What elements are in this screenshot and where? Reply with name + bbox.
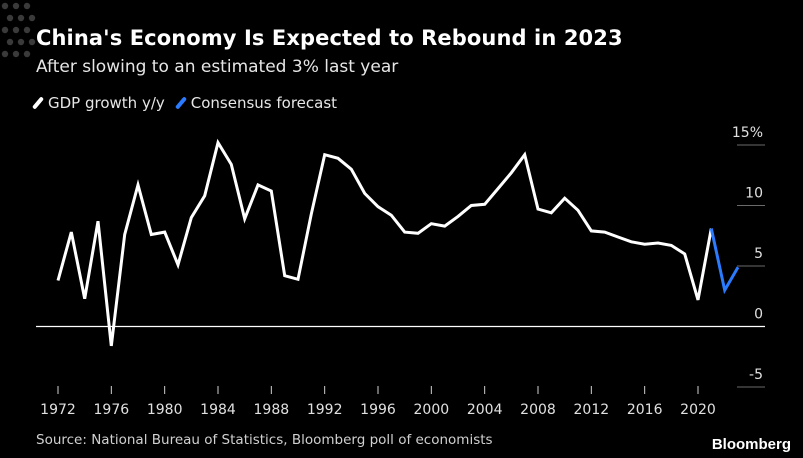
decorative-dot bbox=[6, 14, 14, 22]
x-tick-label-2016: 2016 bbox=[627, 402, 663, 418]
series-line-gdp-growth bbox=[56, 138, 713, 347]
x-tick-label-2004: 2004 bbox=[467, 402, 503, 418]
chart-title: China's Economy Is Expected to Rebound i… bbox=[36, 26, 623, 50]
decorative-dot bbox=[17, 38, 25, 46]
decorative-dot bbox=[6, 38, 14, 46]
decorative-dot bbox=[23, 26, 31, 34]
legend-item-forecast: Consensus forecast bbox=[174, 94, 338, 112]
decorative-dot bbox=[23, 2, 31, 10]
source-note: Source: National Bureau of Statistics, B… bbox=[36, 432, 493, 448]
decorative-dot bbox=[1, 26, 9, 34]
decorative-dot bbox=[23, 50, 31, 58]
decorative-dot bbox=[12, 50, 20, 58]
decorative-dot bbox=[28, 38, 36, 46]
y-tick-label--5: -5 bbox=[749, 367, 763, 383]
decorative-dot-pattern bbox=[1, 2, 36, 58]
decorative-dot bbox=[17, 14, 25, 22]
x-tick-label-1980: 1980 bbox=[147, 402, 183, 418]
legend-item-gdp: GDP growth y/y bbox=[31, 94, 165, 112]
x-tick-label-1992: 1992 bbox=[307, 402, 343, 418]
x-tick-label-1972: 1972 bbox=[40, 402, 76, 418]
legend-label-gdp: GDP growth y/y bbox=[48, 94, 165, 112]
x-tick-label-2012: 2012 bbox=[574, 402, 610, 418]
decorative-dot bbox=[1, 50, 9, 58]
decorative-dot bbox=[1, 2, 9, 10]
decorative-dot bbox=[12, 26, 20, 34]
y-tick-label-0: 0 bbox=[754, 307, 763, 323]
x-tick-label-2020: 2020 bbox=[680, 402, 716, 418]
x-tick-label-1984: 1984 bbox=[200, 402, 236, 418]
y-tick-label-5: 5 bbox=[754, 246, 763, 262]
decorative-dot bbox=[28, 14, 36, 22]
legend-label-forecast: Consensus forecast bbox=[190, 94, 338, 112]
decorative-dot bbox=[12, 2, 20, 10]
series-line-consensus-forecast bbox=[709, 228, 740, 295]
chart-subtitle: After slowing to an estimated 3% last ye… bbox=[36, 57, 399, 77]
y-tick-label-15: 15% bbox=[732, 125, 763, 141]
y-tick-label-10: 10 bbox=[745, 186, 763, 202]
x-tick-label-1976: 1976 bbox=[94, 402, 130, 418]
bloomberg-logo: Bloomberg bbox=[711, 436, 791, 453]
x-tick-label-2008: 2008 bbox=[520, 402, 556, 418]
chart-legend: GDP growth y/y Consensus forecast bbox=[31, 94, 351, 112]
x-tick-label-1988: 1988 bbox=[254, 402, 290, 418]
x-tick-label-1996: 1996 bbox=[360, 402, 396, 418]
x-tick-label-2000: 2000 bbox=[414, 402, 450, 418]
